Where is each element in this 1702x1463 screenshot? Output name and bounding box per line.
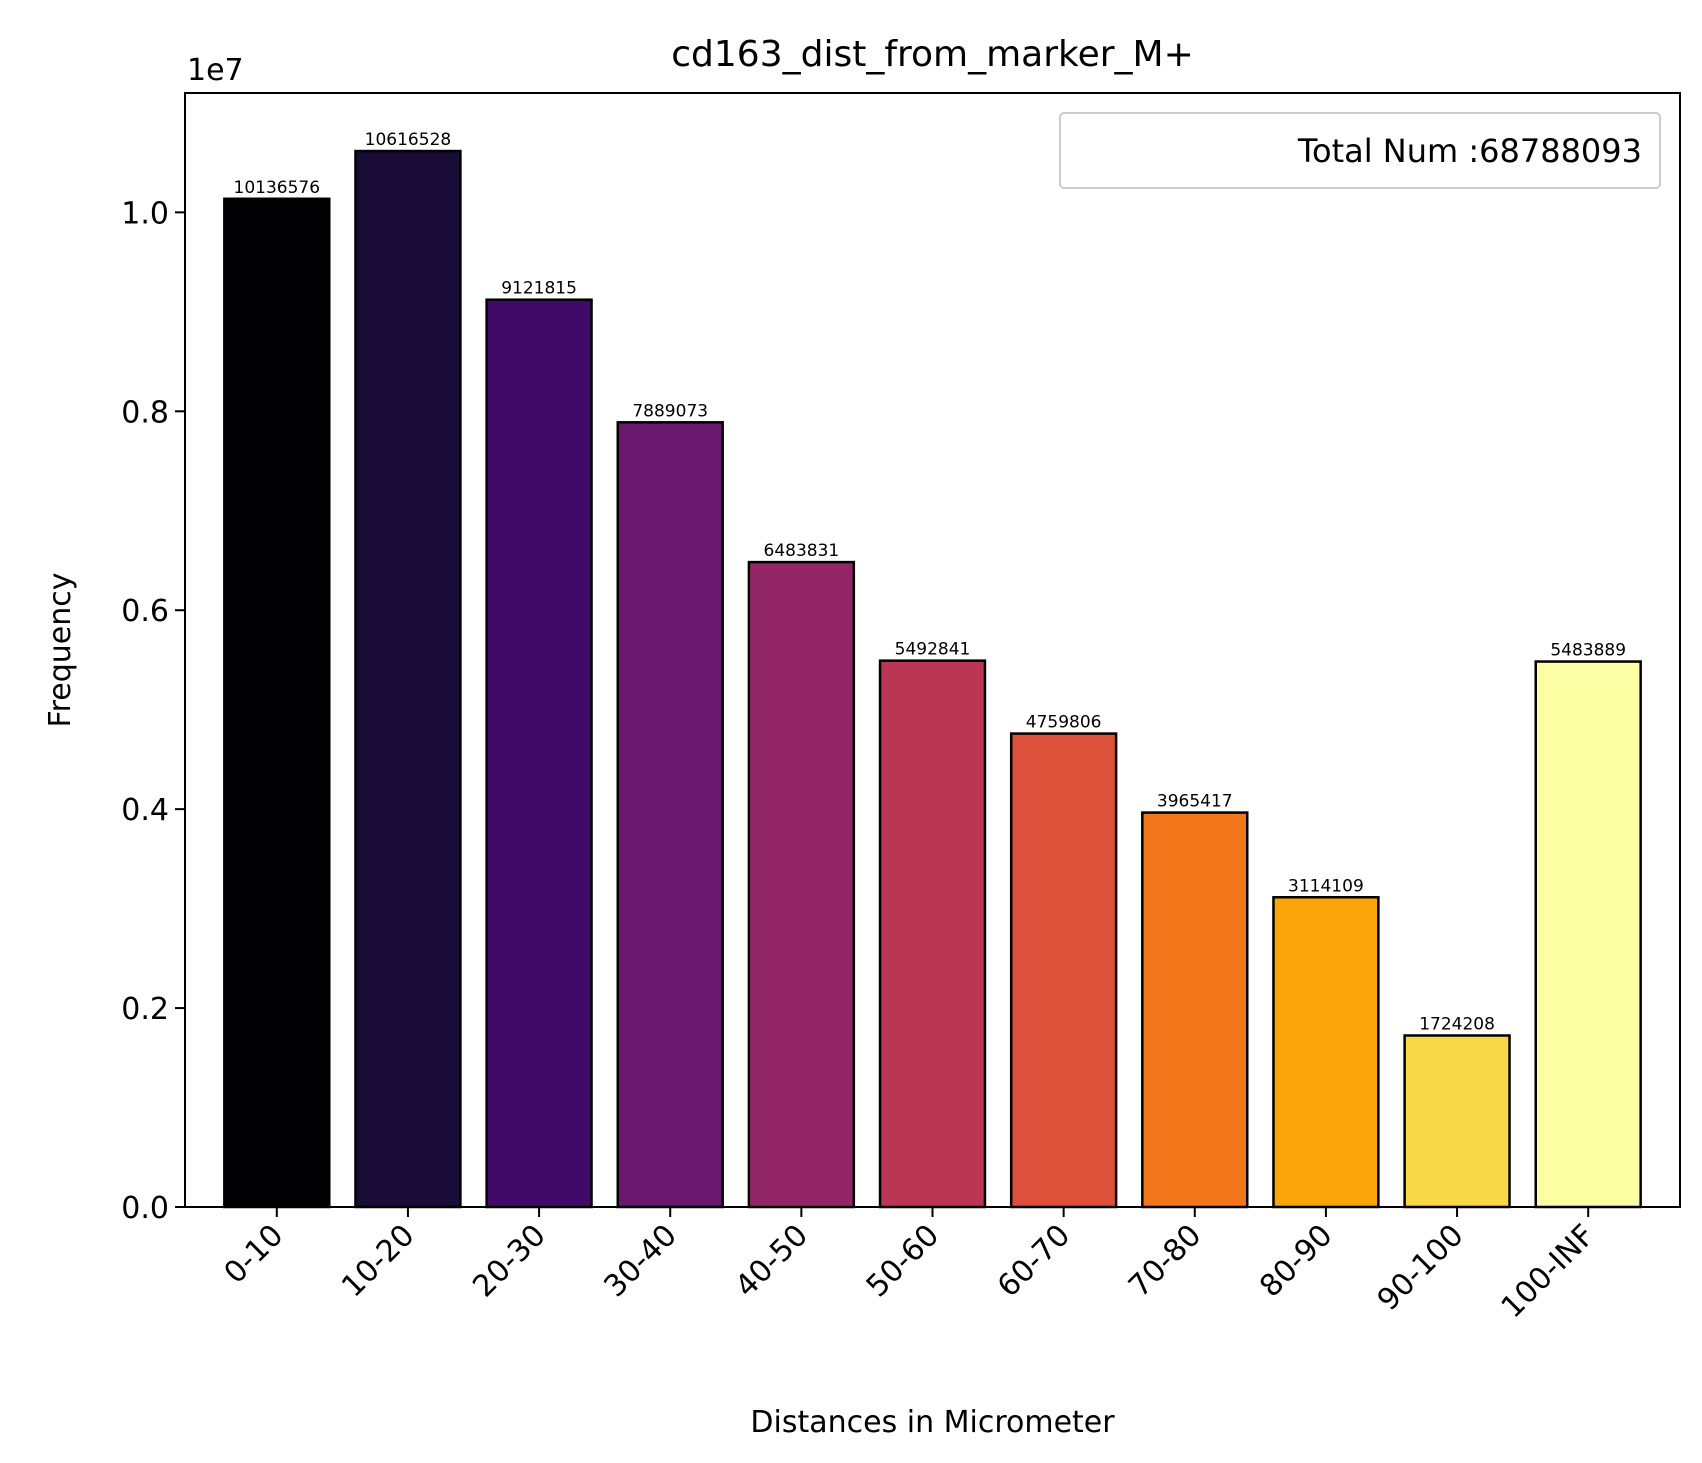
plot-frame	[184, 92, 1681, 1208]
bar-40-50	[747, 560, 856, 1209]
y-tick-label: 0.0	[121, 1191, 169, 1226]
bar-value-label: 9121815	[501, 279, 577, 299]
bar-20-30	[485, 298, 593, 1209]
legend-entry: Total Num :68788093	[1297, 132, 1642, 170]
bar-90-100	[1403, 1034, 1511, 1209]
y-axis-exponent: 1e7	[187, 53, 244, 88]
y-tick-label: 0.4	[121, 793, 169, 828]
bar-70-80	[1141, 811, 1249, 1209]
chart-title: cd163_dist_from_marker_M+	[671, 34, 1194, 75]
bar-80-90	[1272, 896, 1380, 1209]
legend-box	[1059, 112, 1661, 189]
bar-value-label: 6483831	[764, 541, 840, 561]
y-axis-label: Frequency	[43, 573, 78, 728]
bar-value-label: 5483889	[1550, 641, 1626, 661]
bar-value-label: 3965417	[1157, 792, 1233, 812]
bar-value-label: 7889073	[632, 401, 708, 421]
bar-value-label: 5492841	[895, 640, 971, 660]
y-tick-label: 0.8	[121, 395, 169, 430]
bar-30-40	[616, 421, 724, 1209]
bar-value-label: 10616528	[365, 130, 452, 150]
bar-0-10	[223, 197, 331, 1209]
bars-layer	[223, 149, 1642, 1209]
y-tick-label: 1.0	[121, 196, 169, 231]
bar-60-70	[1009, 732, 1118, 1209]
bar-value-label: 4759806	[1026, 713, 1102, 733]
x-axis-label: Distances in Micrometer	[750, 1405, 1115, 1440]
legend: Total Num :68788093	[1059, 112, 1661, 189]
bar-100-INF	[1534, 660, 1642, 1209]
bar-value-label: 1724208	[1419, 1015, 1495, 1035]
y-tick-label: 0.2	[121, 992, 169, 1027]
bar-labels-layer: 10136576 10616528 9121815 7889073 6483831 549…	[234, 130, 1627, 1034]
bar-50-60	[878, 659, 987, 1209]
y-axis: 0.0 0.2 0.4 0.6 0.8 1.0	[121, 196, 185, 1226]
y-tick-label: 0.6	[121, 594, 169, 629]
bar-10-20	[354, 149, 462, 1209]
bar-value-label: 3114109	[1288, 876, 1364, 896]
bar-value-label: 10136576	[234, 178, 321, 198]
